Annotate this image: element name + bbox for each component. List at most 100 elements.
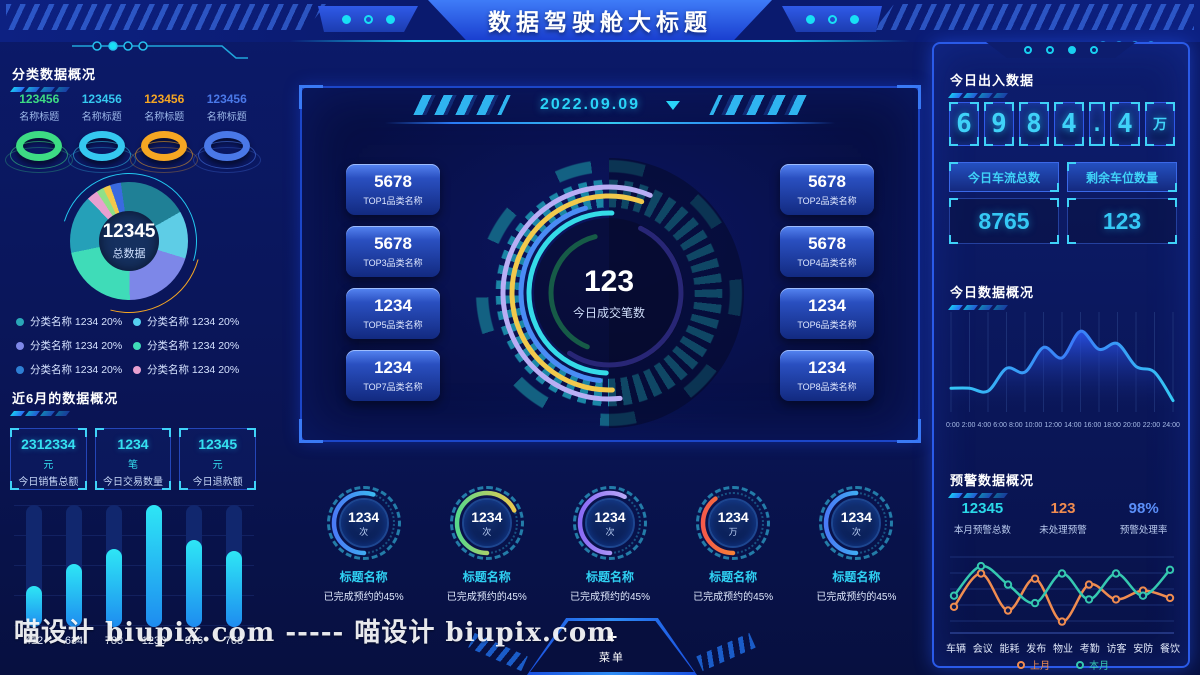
top-category-label: TOP1品类名称 bbox=[363, 196, 423, 206]
digit-char: . bbox=[1090, 112, 1104, 136]
mini-gauges-row: 1234 次标题名称 已完成预约的45% 1234 次标题名称 已完成预约的45% 1234… bbox=[302, 486, 918, 603]
header-dots-right bbox=[782, 6, 882, 32]
warning-stats: 12345 本月预警总数 123 未处理预警 98% 预警处理率 bbox=[942, 500, 1184, 536]
corner-accent bbox=[299, 85, 323, 109]
digit-cell: 9 bbox=[984, 102, 1014, 146]
bar-column: 634 bbox=[54, 505, 94, 647]
time-tick-label: 10:00 bbox=[1024, 422, 1043, 429]
section-today-data: 今日数据概况 bbox=[948, 282, 1034, 310]
ring-value: 123456 bbox=[19, 92, 60, 106]
mini-gauge: 1234 次标题名称 已完成预约的45% bbox=[798, 486, 914, 603]
stat-label: 今日退款额 bbox=[192, 477, 243, 488]
digit-char: 4 bbox=[1117, 109, 1133, 139]
digit-cell: 8 bbox=[1019, 102, 1049, 146]
legend-dot-icon bbox=[16, 341, 24, 350]
donut-total-value: 12345 bbox=[102, 221, 156, 242]
section-category-overview: 分类数据概况 bbox=[10, 64, 97, 92]
warning-category-labels: 车辆 会议 能耗 发布 物业 考勤 访客 安防 餐饮 bbox=[946, 640, 1180, 655]
category-label: 餐饮 bbox=[1160, 644, 1180, 655]
mini-gauge-title: 标题名称 bbox=[709, 570, 758, 584]
corner-accent bbox=[897, 85, 921, 109]
date-selector[interactable]: 2022.09.09 bbox=[413, 91, 807, 119]
legend-text: 本月 bbox=[1089, 661, 1109, 672]
stat-unit: 元 bbox=[43, 460, 54, 471]
time-tick-label: 6:00 bbox=[993, 422, 1007, 429]
legend-item: 本月 bbox=[1076, 657, 1109, 672]
pagination-dots-left[interactable] bbox=[72, 40, 248, 62]
mini-gauge-value: 1234 bbox=[717, 508, 749, 525]
section-title: 近6月的数据概况 bbox=[12, 391, 119, 406]
ring-label: 名称标题 bbox=[144, 112, 185, 123]
mini-gauge-value: 1234 bbox=[594, 508, 626, 525]
gauge-value: 123 bbox=[583, 265, 635, 298]
right-panel-dots[interactable] bbox=[986, 42, 1136, 58]
top-category-value: 1234 bbox=[808, 358, 846, 377]
time-tick-label: 14:00 bbox=[1064, 422, 1082, 429]
warning-stat-label: 本月预警总数 bbox=[953, 525, 1011, 536]
bar-value: 1230 bbox=[141, 635, 167, 647]
menu-button[interactable]: + 菜单 bbox=[468, 618, 756, 675]
bar-track bbox=[106, 505, 122, 627]
mini-gauge-disc: 1234 次 bbox=[584, 498, 635, 548]
header-stripes-left bbox=[6, 4, 326, 30]
bar-fill bbox=[26, 586, 42, 627]
bar-fill bbox=[66, 564, 82, 627]
stat-box: 2312334 元今日销售总额 bbox=[10, 428, 87, 490]
mini-gauge-title: 标题名称 bbox=[585, 570, 634, 584]
mini-gauge-subtitle: 已完成预约的45% bbox=[323, 592, 404, 603]
chevron-decoration bbox=[948, 493, 1034, 498]
top-category-box: 1234 TOP8品类名称 bbox=[780, 350, 874, 401]
mini-gauge-disc: 1234 次 bbox=[831, 498, 882, 548]
ring-label: 名称标题 bbox=[206, 112, 247, 123]
mini-gauge-value: 1234 bbox=[471, 508, 503, 525]
top-categories-left: 5678 TOP1品类名称 5678 TOP3品类名称 1234 TOP5品类名称 1234… bbox=[346, 164, 440, 401]
chevron-down-icon[interactable] bbox=[666, 100, 681, 110]
gauge-center-text: 123 今日成交笔数 bbox=[474, 158, 744, 428]
legend-ring-icon bbox=[1076, 660, 1084, 669]
ring-icon bbox=[67, 131, 136, 173]
legend-text: 分类名称 1234 20% bbox=[147, 364, 240, 376]
time-tick-label: 16:00 bbox=[1083, 422, 1102, 429]
ring-stats-row: 123456 名称标题 123456 名称标题 123456 名称标题 123456 名称标题 bbox=[5, 92, 261, 173]
top-category-label: TOP7品类名称 bbox=[363, 382, 423, 392]
legend-text: 分类名称 1234 20% bbox=[30, 316, 123, 328]
title-plate: 数据驾驶舱大标题 bbox=[428, 0, 772, 40]
digit-cell: . bbox=[1089, 102, 1105, 146]
legend-dot-icon bbox=[133, 341, 141, 350]
section-title: 分类数据概况 bbox=[12, 67, 97, 82]
menu-label: 菜单 bbox=[599, 652, 625, 664]
dot-icon bbox=[1024, 46, 1032, 54]
top-category-box: 5678 TOP1品类名称 bbox=[346, 164, 440, 215]
bar-value: 783 bbox=[104, 635, 124, 647]
bar-column: 1230 bbox=[134, 505, 174, 647]
top-category-box: 5678 TOP2品类名称 bbox=[780, 164, 874, 215]
mini-gauge-title: 标题名称 bbox=[339, 570, 388, 584]
top-category-label: TOP3品类名称 bbox=[363, 258, 423, 268]
warning-legend: 上月 本月 bbox=[934, 657, 1192, 672]
date-value: 2022.09.09 bbox=[539, 96, 641, 113]
mini-gauge: 1234 次标题名称 已完成预约的45% bbox=[429, 486, 545, 603]
flow-header-box: 今日车流总数 bbox=[949, 162, 1059, 192]
top-category-label: TOP5品类名称 bbox=[363, 320, 423, 330]
mini-gauge-arc bbox=[573, 486, 647, 560]
legend-item: 分类名称 1234 20% bbox=[133, 362, 250, 377]
stat-label: 今日交易数量 bbox=[103, 477, 163, 488]
watermark: 喵设计 biupix.com ----- 喵设计 biupix.com bbox=[14, 618, 616, 648]
stat-value: 1234 bbox=[117, 436, 149, 452]
chevron-decoration bbox=[10, 411, 118, 416]
parking-value-box: 123 bbox=[1067, 198, 1177, 244]
top-category-value: 5678 bbox=[808, 172, 846, 191]
legend-item: 上月 bbox=[1017, 657, 1050, 672]
top-category-box: 1234 TOP7品类名称 bbox=[346, 350, 440, 401]
digit-char: 万 bbox=[1153, 116, 1167, 132]
mini-gauge-arc bbox=[696, 486, 770, 560]
time-tick-label: 12:00 bbox=[1044, 422, 1062, 429]
page-title: 数据驾驶舱大标题 bbox=[488, 9, 712, 35]
ring-value: 123456 bbox=[144, 92, 185, 106]
dot-icon bbox=[341, 14, 351, 24]
ring-stat: 123456 名称标题 bbox=[67, 92, 136, 173]
mini-gauge-arc bbox=[819, 486, 893, 560]
gauge-label: 今日成交笔数 bbox=[572, 306, 645, 320]
